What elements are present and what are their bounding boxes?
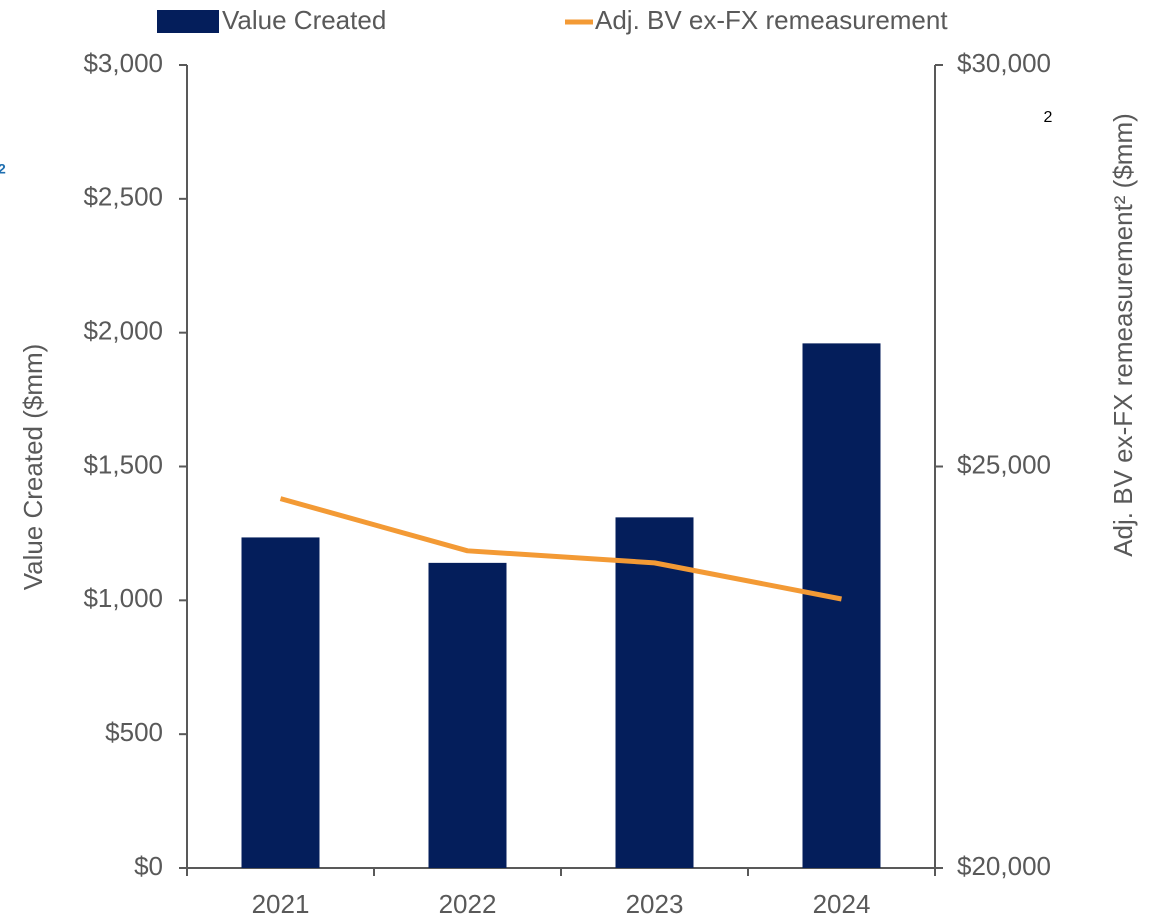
annotation: 2 xyxy=(1044,109,1053,126)
y-tick-label: $0 xyxy=(134,851,163,881)
x-tick-label: 2021 xyxy=(252,889,310,919)
y-tick-label: $1,000 xyxy=(83,583,163,613)
legend-label: Value Created xyxy=(222,5,386,35)
legend-swatch xyxy=(157,10,219,33)
y-tick-label: $3,000 xyxy=(83,48,163,78)
x-tick-label: 2023 xyxy=(626,889,684,919)
bar xyxy=(615,517,694,868)
x-tick-label: 2024 xyxy=(813,889,871,919)
y-tick-label: $2,000 xyxy=(83,316,163,346)
y-tick-label: $2,500 xyxy=(83,182,163,212)
y2-tick-label: $20,000 xyxy=(957,851,1051,881)
bar xyxy=(241,537,320,868)
legend-label: Adj. BV ex-FX remeasurement xyxy=(595,5,948,35)
line xyxy=(279,496,842,602)
y2-tick-label: $25,000 xyxy=(957,449,1051,479)
y-tick-label: $1,500 xyxy=(83,449,163,479)
y2-tick-label: $30,000 xyxy=(957,48,1051,78)
annotation: 2 xyxy=(0,161,6,177)
y-axis-label: Value Created ($mm) xyxy=(18,344,48,591)
bar xyxy=(428,562,507,868)
bar xyxy=(802,343,881,869)
y-tick-label: $500 xyxy=(105,717,163,747)
x-tick-label: 2022 xyxy=(439,889,497,919)
y2-axis-label: Adj. BV ex-FX remeasurement² ($mm) xyxy=(1108,113,1138,557)
